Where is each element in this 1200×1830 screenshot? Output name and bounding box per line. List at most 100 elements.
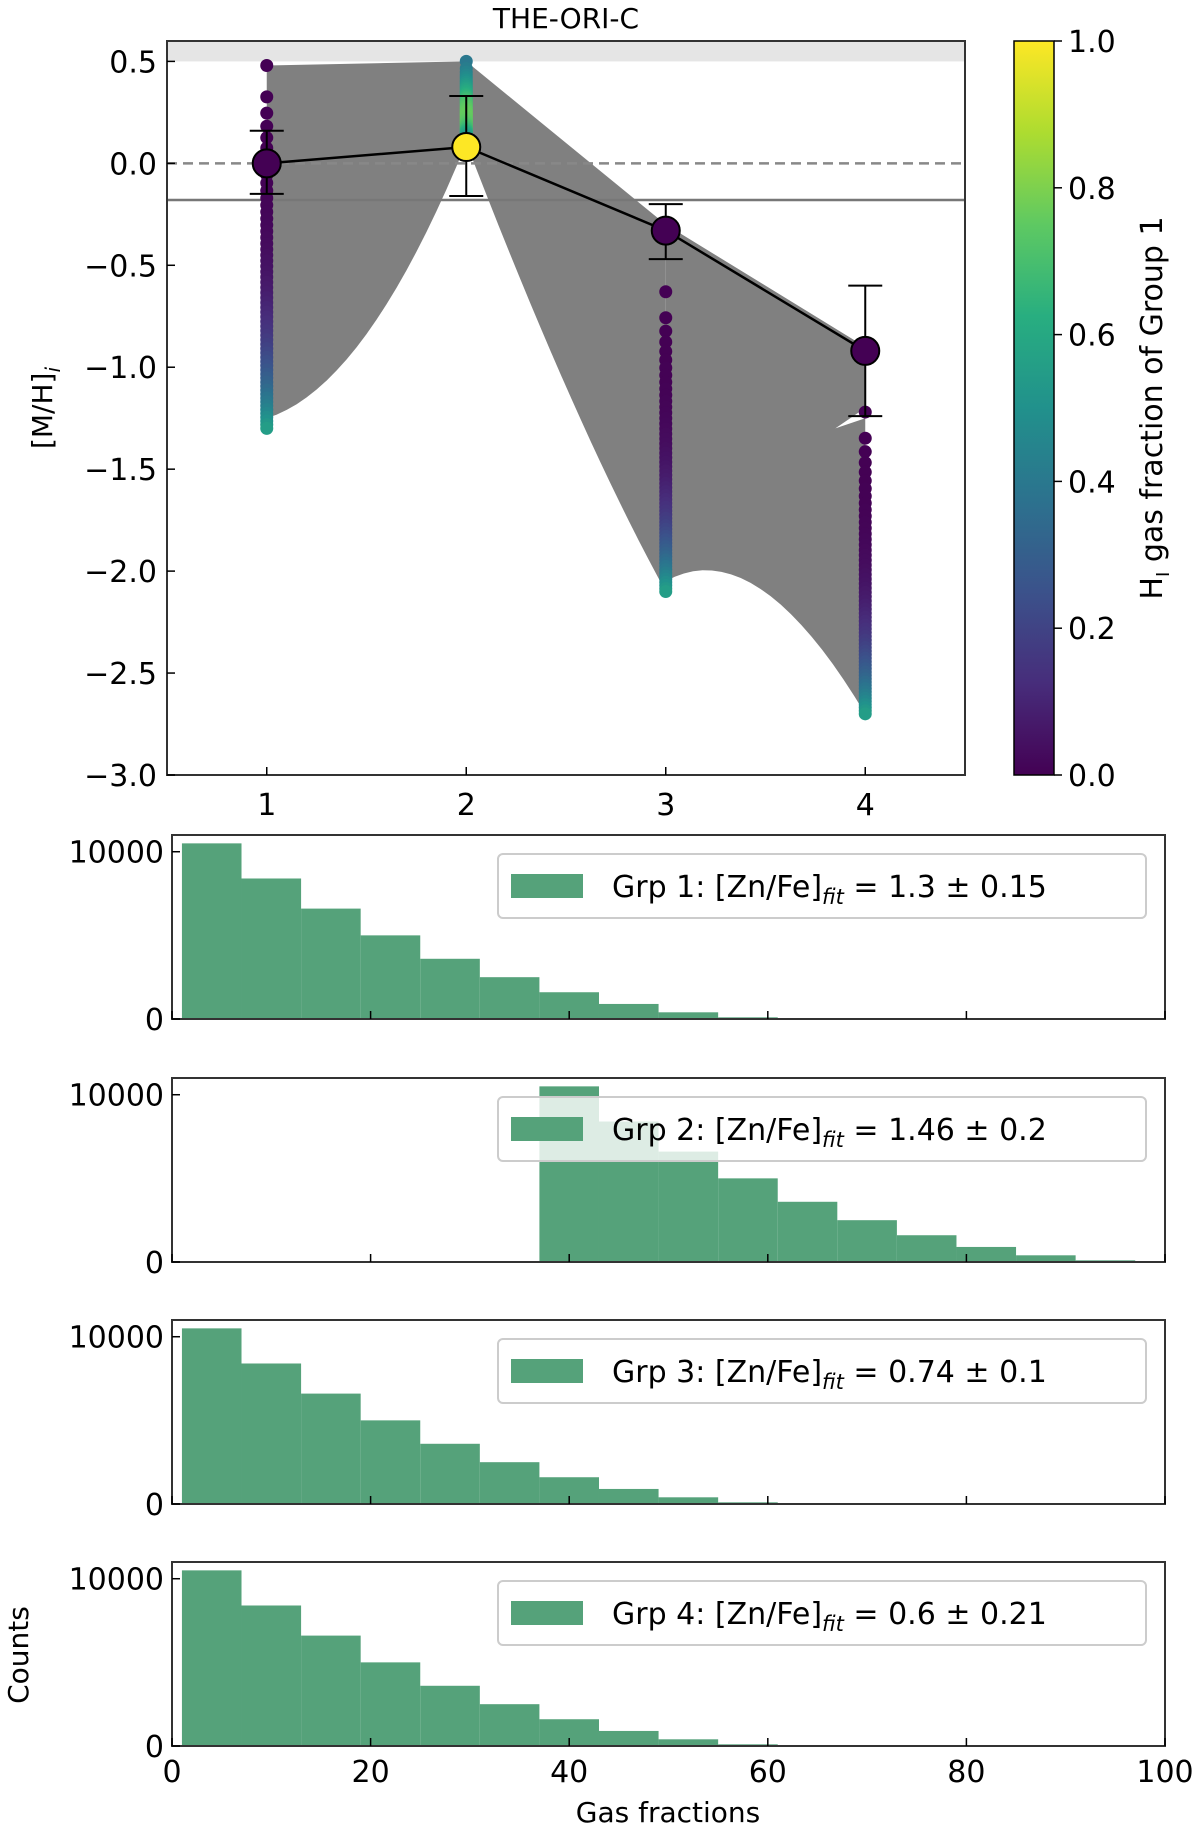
y-tick-label: −3.0 <box>84 759 157 794</box>
legend-1: Grp 1: [Zn/Fe]fit = 1.3 ± 0.15 <box>497 853 1147 919</box>
histogram-bar <box>360 1420 421 1504</box>
colorbar-tick-label: 0.6 <box>1068 319 1116 354</box>
colorbar-tick-label: 0.2 <box>1068 612 1116 647</box>
sample-point <box>260 58 274 72</box>
histogram-bar <box>718 1178 778 1262</box>
mean-point-2 <box>451 132 482 163</box>
histogram-bar <box>598 1488 659 1504</box>
hist-x-axis-label: Gas fractions <box>576 1796 761 1829</box>
colorbar: 0.0 0.2 0.4 0.6 0.8 1.0 HI gas fraction of Gro… <box>1013 25 1174 794</box>
histogram-bar <box>241 1605 302 1746</box>
y-tick-label: 0 <box>145 1003 164 1038</box>
plot-frame <box>166 40 966 776</box>
y-tick-label: −2.5 <box>84 657 157 692</box>
x-tick-label: 60 <box>749 1755 787 1790</box>
x-tick-label: 3 <box>656 788 675 823</box>
y-tick-label: 0 <box>145 1730 164 1765</box>
histogram-bar <box>777 1201 838 1262</box>
histogram-bar <box>241 1363 302 1504</box>
sample-point <box>858 456 872 470</box>
legend-patch <box>511 1601 583 1625</box>
histogram-bar <box>658 1151 719 1262</box>
x-tick-label: 80 <box>947 1755 985 1790</box>
y-tick-label: 0.5 <box>109 45 157 80</box>
sample-point <box>858 707 872 721</box>
x-tick-label: 2 <box>457 788 476 823</box>
histogram-bar <box>837 1220 897 1262</box>
histogram-bar <box>360 1662 421 1746</box>
panel-frame <box>171 1077 1166 1263</box>
histogram-bar <box>598 1730 659 1746</box>
histogram-bar <box>479 1704 540 1746</box>
y-tick-label: −1.5 <box>84 453 157 488</box>
histogram-bar <box>896 1235 957 1262</box>
y-tick-label: 0.0 <box>109 147 157 182</box>
shaded-band <box>167 41 965 62</box>
colorbar-tick-label: 0.0 <box>1068 759 1116 794</box>
y-tick-label: −1.0 <box>84 351 157 386</box>
histogram-bar <box>479 1462 540 1504</box>
legend-patch <box>511 1117 583 1141</box>
legend-text: Grp 2: [Zn/Fe]fit = 1.46 ± 0.2 <box>612 1113 1047 1152</box>
x-tick-label: 4 <box>856 788 875 823</box>
histogram-panel-1: 0 10000 Grp 1: [Zn/Fe]fit = 1.3 ± 0.15 <box>69 834 1166 1038</box>
histogram-bar <box>360 935 421 1019</box>
mean-point-4 <box>850 335 881 366</box>
mean-line <box>266 145 866 352</box>
y-tick-label: 10000 <box>69 1563 164 1598</box>
histogram-bar <box>420 958 480 1019</box>
sample-lines-2-3 <box>466 61 666 592</box>
histogram-bar <box>420 1685 480 1746</box>
histogram-bar <box>658 1012 719 1019</box>
legend-patch <box>511 874 583 898</box>
sample-point <box>260 119 274 133</box>
y-tick-label: −0.5 <box>84 249 157 284</box>
histogram-bar <box>181 1570 242 1746</box>
y-tick-label: 10000 <box>69 1321 164 1356</box>
panel-frame <box>171 1319 1166 1505</box>
histogram-panel-4: 0 20 40 60 80 100 0 10000 Grp 4: [Zn/Fe]fit = 0.… <box>69 1561 1194 1790</box>
mean-point-1 <box>251 148 282 179</box>
legend-box <box>497 1338 1147 1404</box>
sample-lines-3-4 <box>665 224 866 714</box>
sample-point <box>260 90 274 104</box>
hist-y-axis-label: Counts <box>2 1606 35 1704</box>
histogram-panel-2: 0 10000 Grp 2: [Zn/Fe]fit = 1.46 ± 0.2 <box>69 1077 1166 1281</box>
y-tick-label: 0 <box>145 1488 164 1523</box>
colorbar-tick-label: 0.8 <box>1068 172 1116 207</box>
sample-point <box>659 585 673 598</box>
histogram-bar <box>301 1393 361 1504</box>
histogram-bar <box>181 843 242 1019</box>
sample-point <box>260 106 274 120</box>
legend-4: Grp 4: [Zn/Fe]fit = 0.6 ± 0.21 <box>497 1580 1147 1646</box>
histogram-panel-3: 0 10000 Grp 3: [Zn/Fe]fit = 0.74 ± 0.1 <box>69 1319 1166 1523</box>
panel-frame <box>171 834 1166 1020</box>
sample-point <box>858 445 872 459</box>
colorbar-label: HI gas fraction of Group 1 <box>1135 216 1174 599</box>
histogram-bar <box>301 1635 361 1746</box>
x-tick-label: 1 <box>257 788 276 823</box>
legend-box <box>497 1096 1147 1162</box>
colorbar-tick-label: 0.4 <box>1068 465 1116 500</box>
legend-3: Grp 3: [Zn/Fe]fit = 0.74 ± 0.1 <box>497 1338 1147 1404</box>
histogram-bar <box>420 1443 480 1504</box>
x-tick-label: 0 <box>162 1755 181 1790</box>
histogram-bar <box>479 977 540 1019</box>
sample-point <box>659 335 673 349</box>
histogram-bar <box>181 1328 242 1504</box>
legend-text: Grp 3: [Zn/Fe]fit = 0.74 ± 0.1 <box>612 1355 1047 1394</box>
mean-point-3 <box>650 215 681 246</box>
chart-title: THE-ORI-C <box>492 2 639 35</box>
histogram-bar <box>241 878 302 1019</box>
y-tick-label: 10000 <box>69 836 164 871</box>
y-tick-label: 10000 <box>69 1079 164 1114</box>
main-plot: 1 2 3 4 0.5 0.0 −0.5 −1.0 −1.5 −2.0 −2.5 −3.0 [M/H]i <box>26 40 966 823</box>
histogram-bar <box>598 1003 659 1019</box>
x-tick-label: 20 <box>352 1755 390 1790</box>
legend-patch <box>511 1359 583 1383</box>
histogram-bar <box>1016 1255 1076 1262</box>
histogram-bar <box>658 1497 719 1504</box>
colorbar-gradient <box>1013 40 1055 776</box>
x-tick-label: 100 <box>1136 1755 1193 1790</box>
